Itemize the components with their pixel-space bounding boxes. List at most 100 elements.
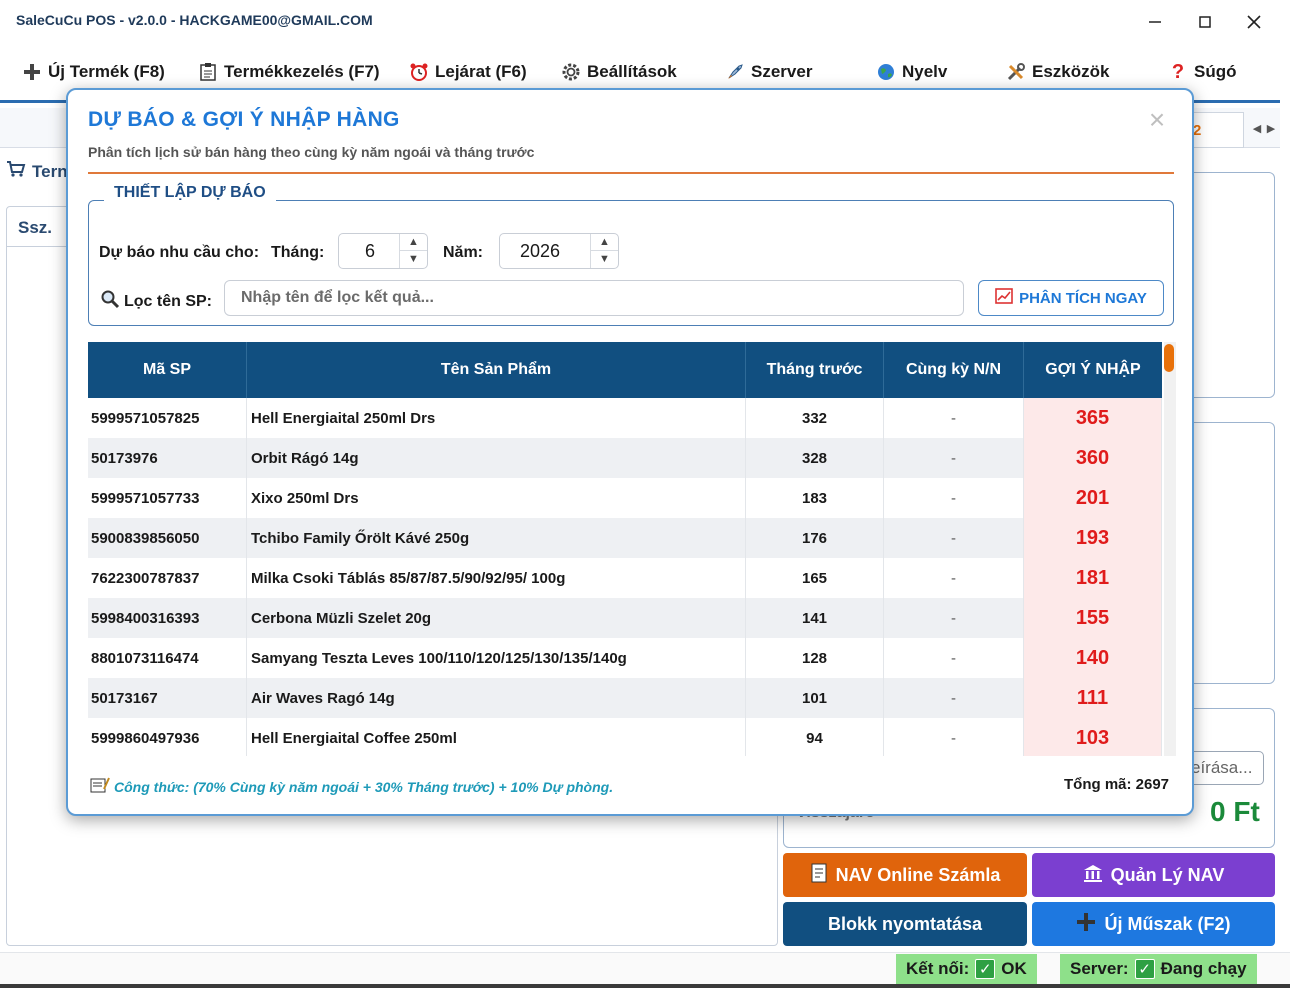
analyze-button-label: PHÂN TÍCH NGAY bbox=[1019, 289, 1147, 307]
scrollbar-thumb[interactable] bbox=[1164, 344, 1174, 372]
dialog-close-button[interactable]: × bbox=[1148, 104, 1166, 135]
search-icon bbox=[100, 289, 120, 314]
menu-product-management[interactable]: Termékkezelés (F7) bbox=[198, 62, 380, 82]
month-stepper[interactable]: 6 ▲ ▼ bbox=[338, 233, 428, 269]
year-value: 2026 bbox=[519, 241, 561, 261]
chevron-right-icon: ▶ bbox=[1266, 122, 1276, 135]
cell-suggest: 193 bbox=[1024, 518, 1162, 558]
cell-last-month: 328 bbox=[746, 438, 884, 478]
cell-last-month: 128 bbox=[746, 638, 884, 678]
analyze-button[interactable]: PHÂN TÍCH NGAY bbox=[978, 280, 1164, 316]
maximize-button[interactable] bbox=[1190, 8, 1220, 36]
nav-online-label: NAV Online Számla bbox=[835, 864, 1001, 885]
forecast-dialog: DỰ BÁO & GỢI Ý NHẬP HÀNG Phân tích lịch … bbox=[66, 88, 1194, 816]
column-header-name[interactable]: Tên Sản Phẩm bbox=[247, 342, 746, 398]
minimize-icon bbox=[1149, 21, 1161, 23]
gear-icon bbox=[561, 62, 581, 82]
column-header-suggest[interactable]: GỢI Ý NHẬP bbox=[1045, 361, 1141, 378]
cell-code: 5900839856050 bbox=[88, 518, 247, 558]
connection-value: OK bbox=[1001, 959, 1027, 978]
stepper-up-button[interactable]: ▲ bbox=[400, 234, 427, 251]
tab-scroll-right[interactable]: ▶ bbox=[1264, 112, 1278, 144]
cart-icon bbox=[6, 160, 26, 183]
cell-suggest: 181 bbox=[1024, 558, 1162, 598]
menu-settings[interactable]: Beállítások bbox=[561, 62, 677, 82]
cell-code: 8801073116474 bbox=[88, 638, 247, 678]
table-row[interactable]: 5998400316393 Cerbona Müzli Szelet 20g 141… bbox=[88, 598, 1162, 638]
chart-icon bbox=[995, 288, 1013, 308]
print-receipt-label: Blokk nyomtatása bbox=[827, 913, 983, 934]
cell-last-month: 183 bbox=[746, 478, 884, 518]
cell-name: Hell Energiaital Coffee 250ml bbox=[247, 718, 746, 756]
filter-label-wrap: Lọc tên SP: bbox=[100, 289, 212, 314]
dialog-title: DỰ BÁO & GỢI Ý NHẬP HÀNG bbox=[88, 108, 400, 131]
menu-label: Lejárat (F6) bbox=[435, 62, 527, 81]
menu-label: Eszközök bbox=[1032, 62, 1110, 81]
table-row[interactable]: 50173976 Orbit Rágó 14g 328-360 bbox=[88, 438, 1162, 478]
column-header-last-month[interactable]: Tháng trước bbox=[746, 342, 884, 398]
server-label: Server: bbox=[1070, 959, 1129, 978]
menu-expiry[interactable]: Lejárat (F6) bbox=[409, 62, 527, 82]
table-row[interactable]: 50173167 Air Waves Ragó 14g 101-111 bbox=[88, 678, 1162, 718]
print-receipt-button[interactable]: Blokk nyomtatása bbox=[783, 902, 1027, 946]
bank-icon bbox=[1083, 863, 1103, 888]
quan-ly-nav-button[interactable]: Quản Lý NAV bbox=[1032, 853, 1275, 897]
server-value: Đang chạy bbox=[1160, 959, 1247, 978]
minimize-button[interactable] bbox=[1140, 8, 1170, 36]
tab-scroll-left[interactable]: ◀ bbox=[1250, 112, 1264, 144]
window-title: SaleCuCu POS - v2.0.0 - HACKGAME00@GMAIL… bbox=[16, 12, 373, 28]
cell-suggest: 111 bbox=[1024, 678, 1162, 718]
menu-new-product[interactable]: Új Termék (F8) bbox=[22, 62, 165, 82]
cell-code: 7622300787837 bbox=[88, 558, 247, 598]
table-row[interactable]: 5999571057733 Xixo 250ml Drs 183-201 bbox=[88, 478, 1162, 518]
side-panel-1 bbox=[1180, 172, 1275, 398]
stepper-up-button[interactable]: ▲ bbox=[591, 234, 618, 251]
globe-icon bbox=[876, 62, 896, 82]
cell-code: 5999571057825 bbox=[88, 398, 247, 438]
plus-icon bbox=[22, 62, 42, 82]
table-row[interactable]: 5999860497936 Hell Energiaital Coffee 250… bbox=[88, 718, 1162, 756]
terminal-tab[interactable]: Tern bbox=[6, 160, 68, 183]
menu-label: Súgó bbox=[1194, 62, 1237, 81]
filter-input[interactable] bbox=[224, 280, 964, 316]
cell-same-period: - bbox=[884, 638, 1024, 678]
cell-code: 5999860497936 bbox=[88, 718, 247, 756]
new-shift-button[interactable]: Új Műszak (F2) bbox=[1032, 902, 1275, 946]
terminal-tab-label: Tern bbox=[32, 161, 68, 181]
menu-label: Szerver bbox=[751, 62, 813, 81]
menu-language[interactable]: Nyelv bbox=[876, 62, 947, 82]
cell-last-month: 141 bbox=[746, 598, 884, 638]
cell-same-period: - bbox=[884, 558, 1024, 598]
cell-suggest: 140 bbox=[1024, 638, 1162, 678]
scrollbar[interactable] bbox=[1164, 342, 1176, 756]
table-row[interactable]: 8801073116474 Samyang Teszta Leves 100/11… bbox=[88, 638, 1162, 678]
close-window-button[interactable] bbox=[1239, 8, 1269, 36]
cell-name: Xixo 250ml Drs bbox=[247, 478, 746, 518]
menu-help[interactable]: ? Súgó bbox=[1168, 61, 1237, 83]
plus-icon bbox=[1076, 912, 1096, 937]
cell-same-period: - bbox=[884, 718, 1024, 756]
total-codes: Tổng mã: 2697 bbox=[1064, 776, 1170, 793]
cell-suggest: 103 bbox=[1024, 718, 1162, 756]
clipboard-icon bbox=[198, 62, 218, 82]
table-row[interactable]: 5900839856050 Tchibo Family Őrölt Kávé 25… bbox=[88, 518, 1162, 558]
column-header-code[interactable]: Mã SP bbox=[88, 342, 247, 398]
caret-up-icon: ▲ bbox=[599, 236, 610, 248]
check-icon: ✓ bbox=[975, 959, 996, 979]
menu-bar: Új Termék (F8) Termékkezelés (F7) Lejára… bbox=[0, 56, 1290, 92]
table-row[interactable]: 5999571057825 Hell Energiaital 250ml Drs 3… bbox=[88, 398, 1162, 438]
title-divider bbox=[88, 172, 1174, 174]
year-stepper[interactable]: 2026 ▲ ▼ bbox=[499, 233, 619, 269]
stepper-down-button[interactable]: ▼ bbox=[591, 251, 618, 268]
menu-label: Nyelv bbox=[902, 62, 948, 81]
menu-server[interactable]: Szerver bbox=[725, 62, 812, 82]
column-header-ssz: Ssz. bbox=[18, 218, 53, 237]
check-icon: ✓ bbox=[1134, 959, 1155, 979]
dialog-subtitle: Phân tích lịch sử bán hàng theo cùng kỳ … bbox=[88, 144, 535, 160]
stepper-down-button[interactable]: ▼ bbox=[400, 251, 427, 268]
rocket-icon bbox=[725, 62, 745, 82]
column-header-same-period[interactable]: Cùng kỳ N/N bbox=[884, 342, 1024, 398]
table-row[interactable]: 7622300787837 Milka Csoki Táblás 85/87/87… bbox=[88, 558, 1162, 598]
nav-online-button[interactable]: NAV Online Számla bbox=[783, 853, 1027, 897]
menu-tools[interactable]: Eszközök bbox=[1006, 62, 1109, 82]
